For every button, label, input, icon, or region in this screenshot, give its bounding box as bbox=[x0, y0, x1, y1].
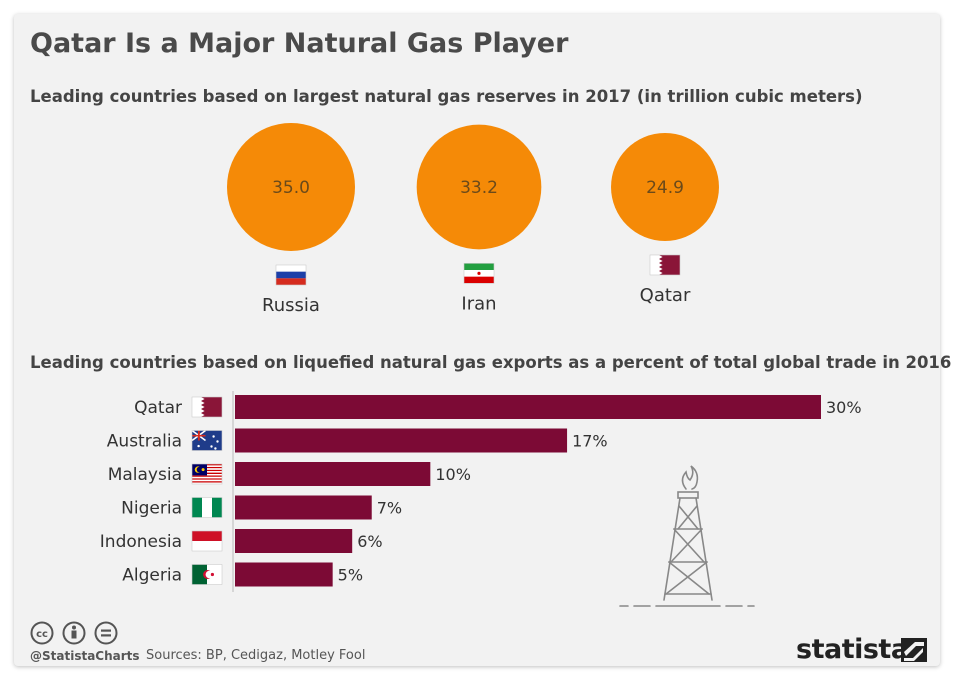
statista-logo: statista bbox=[796, 634, 909, 665]
reserves-chart-title: Leading countries based on largest natur… bbox=[30, 87, 863, 106]
bar-value-label: 6% bbox=[357, 532, 382, 551]
statista-handle: @StatistaCharts bbox=[30, 649, 140, 663]
attribution-icon bbox=[62, 621, 86, 645]
malaysia-flag bbox=[191, 463, 223, 485]
oil-rig-icon bbox=[619, 465, 755, 607]
bubble-value-label: 33.2 bbox=[460, 178, 498, 198]
bar-australia bbox=[235, 428, 568, 453]
chart-title: Qatar Is a Major Natural Gas Player bbox=[30, 28, 569, 59]
bar-value-label: 7% bbox=[377, 499, 402, 518]
svg-text:cc: cc bbox=[36, 629, 48, 640]
indonesia-flag bbox=[191, 530, 223, 552]
chart-canvas: 35.0 Russia 33.2 Iran 24.9 Qatar 30% Qatar 17% A… bbox=[100, 123, 862, 607]
bubble-value-label: 35.0 bbox=[272, 178, 310, 198]
bubble-qatar bbox=[611, 133, 719, 241]
qatar-flag bbox=[649, 254, 681, 276]
bubble-category-label: Iran bbox=[461, 293, 496, 314]
cc-icon: cc bbox=[30, 621, 54, 645]
qatar-flag bbox=[191, 396, 223, 418]
statista-logo-icon bbox=[901, 638, 927, 662]
bar-qatar bbox=[235, 395, 821, 419]
algeria-flag bbox=[191, 564, 223, 585]
reserves-bubble-chart: 35.0 Russia 33.2 Iran 24.9 Qatar bbox=[227, 123, 719, 316]
bar-indonesia bbox=[235, 529, 353, 553]
bar-category-label: Malaysia bbox=[108, 465, 182, 485]
bar-value-label: 10% bbox=[435, 465, 471, 484]
lng-bar-chart: 30% Qatar 17% Australia 10% Malaysia 7% Nigeria… bbox=[100, 391, 862, 592]
bar-category-label: Indonesia bbox=[100, 532, 182, 552]
license-icons: cc bbox=[30, 621, 118, 645]
bubble-iran bbox=[416, 124, 542, 250]
bubble-category-label: Qatar bbox=[640, 285, 691, 306]
bar-value-label: 5% bbox=[338, 566, 363, 585]
bar-malaysia bbox=[235, 462, 431, 486]
bubble-value-label: 24.9 bbox=[646, 178, 684, 198]
bar-category-label: Nigeria bbox=[121, 499, 182, 519]
bar-nigeria bbox=[235, 495, 372, 520]
australia-flag bbox=[191, 429, 223, 451]
bubble-russia bbox=[227, 123, 355, 251]
bar-algeria bbox=[235, 562, 333, 587]
bar-category-label: Australia bbox=[107, 432, 182, 452]
bar-category-label: Qatar bbox=[134, 398, 182, 418]
sources-text: Sources: BP, Cedigaz, Motley Fool bbox=[146, 648, 366, 663]
bar-value-label: 17% bbox=[572, 432, 608, 451]
no-derivatives-icon bbox=[94, 621, 118, 645]
bar-category-label: Algeria bbox=[122, 566, 182, 586]
infographic-card: Qatar Is a Major Natural Gas Player Lead… bbox=[14, 14, 951, 666]
nigeria-flag bbox=[191, 497, 223, 518]
iran-flag bbox=[463, 263, 495, 284]
bubble-category-label: Russia bbox=[262, 295, 320, 316]
russia-flag bbox=[275, 264, 307, 286]
bar-value-label: 30% bbox=[826, 398, 862, 417]
lng-chart-title: Leading countries based on liquefied nat… bbox=[30, 353, 952, 372]
